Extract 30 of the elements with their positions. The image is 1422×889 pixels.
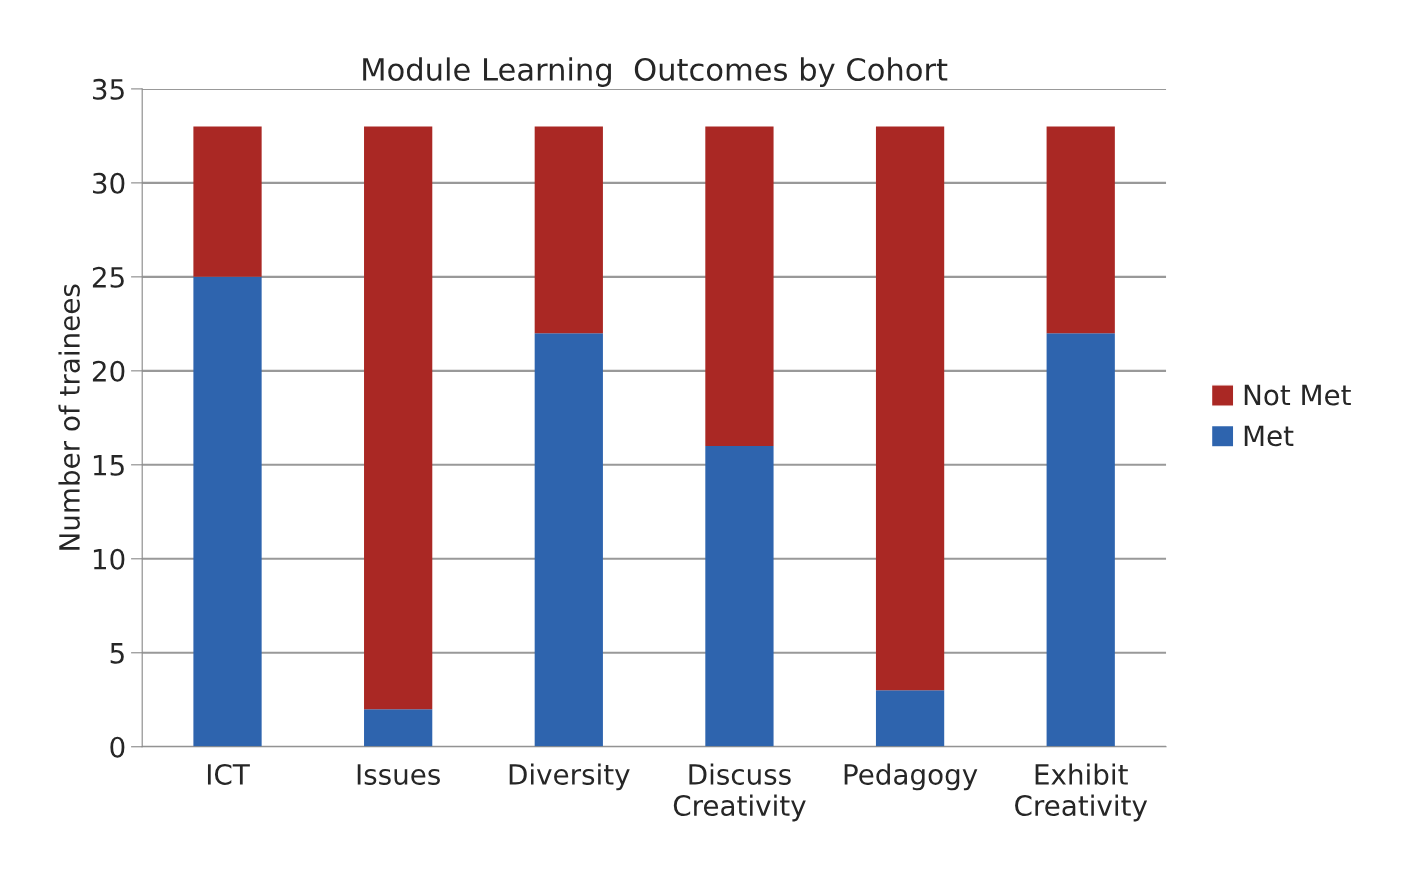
bar: [364, 126, 433, 710]
y-tick-label: 10: [93, 548, 125, 570]
bar: [534, 126, 603, 334]
bar: [875, 126, 945, 691]
bar: [1046, 126, 1115, 334]
legend-label: Met: [1244, 425, 1294, 447]
y-tick-label: 35: [93, 78, 124, 100]
x-tick-label: Exhibit Creativity: [1015, 763, 1148, 822]
chart-title: Module Learning Outcomes by Cohort: [363, 57, 948, 87]
x-tick-label: Issues: [357, 764, 440, 785]
x-tick-label: Discuss Creativity: [673, 763, 806, 822]
y-tick-label: 15: [93, 455, 124, 476]
y-tick-label: 25: [92, 266, 124, 288]
x-tick-label: ICT: [207, 763, 250, 785]
y-tick-label: 5: [110, 643, 124, 664]
bar: [534, 333, 603, 747]
bar: [705, 126, 774, 447]
bar: [875, 690, 945, 747]
y-tick-label: 0: [110, 736, 125, 758]
legend-label: Not Met: [1244, 384, 1351, 406]
x-tick-label: Pedagogy: [844, 763, 978, 791]
bar: [1046, 333, 1115, 747]
bar: [705, 446, 774, 747]
bar: [364, 709, 433, 747]
y-tick-label: 30: [93, 172, 125, 194]
bar: [193, 276, 262, 747]
x-tick-label: Diversity: [509, 763, 630, 791]
bar: [193, 126, 262, 277]
y-tick-label: 20: [92, 360, 125, 382]
y-axis-title: Number of trainees: [58, 284, 80, 550]
